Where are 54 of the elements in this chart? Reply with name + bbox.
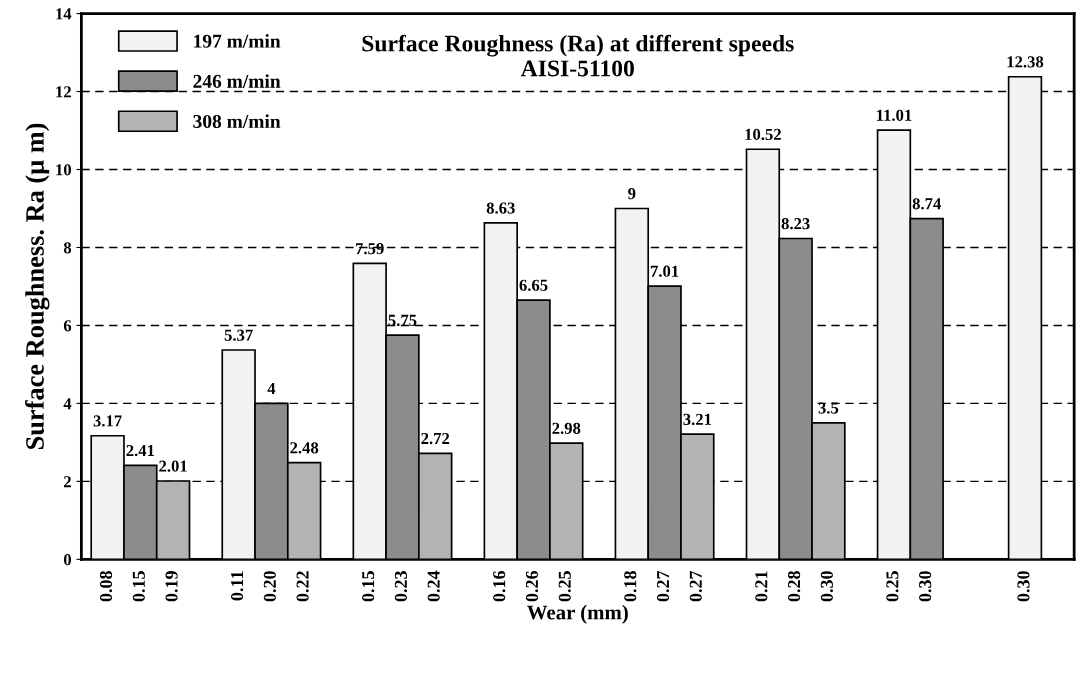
data-label: 8.23 <box>781 218 810 230</box>
x-tick-label: 0.30 <box>1017 571 1030 602</box>
x-tick-label: 0.20 <box>263 571 277 602</box>
x-tick-label: 0.30 <box>820 571 834 602</box>
x-tick-label: 0.19 <box>165 571 178 602</box>
x-tick-label: 0.27 <box>689 570 702 602</box>
data-label: 9 <box>628 188 636 200</box>
x-tick-label: 0.15 <box>132 571 145 602</box>
x-tick-label: 0.16 <box>493 570 506 602</box>
x-tick-label: 0.28 <box>787 571 801 602</box>
data-label: 3.21 <box>683 413 712 426</box>
data-label: 10.52 <box>745 128 781 141</box>
x-tick-label: 0.27 <box>656 570 670 602</box>
text: Surface Roughness (Ra) at different speeds AISI-51100 <box>362 34 794 77</box>
y-tick-label: 10 <box>56 164 72 176</box>
legend-label: 308 m/min <box>193 114 281 129</box>
data-label: 4 <box>267 383 276 395</box>
y-tick-label: 8 <box>63 242 72 254</box>
y-tick-label: 14 <box>56 8 72 20</box>
y-tick-label: 0 <box>63 554 72 566</box>
data-label: 8.74 <box>912 198 941 210</box>
x-tick-label: 0.24 <box>427 570 440 602</box>
data-label: 2.01 <box>159 460 187 472</box>
x-tick-label: 0.26 <box>525 570 539 602</box>
data-label: 7.01 <box>650 265 679 277</box>
data-label: 2.98 <box>552 422 581 435</box>
x-tick-label: 0.18 <box>624 571 637 602</box>
data-label: 2.48 <box>290 442 319 454</box>
data-label: 12.38 <box>1007 56 1044 68</box>
x-tick-label: 0.22 <box>296 571 309 602</box>
y-tick-label: 6 <box>63 320 72 332</box>
x-tick-label: 0.11 <box>230 571 244 601</box>
y-axis-title: Surface Roughness. Ra (μ m) <box>25 123 50 450</box>
x-tick-label: 0.23 <box>394 571 408 602</box>
y-tick-label: 4 <box>63 398 72 410</box>
x-tick-label: 0.25 <box>558 571 571 602</box>
x-tick-label: 0.21 <box>755 571 768 602</box>
legend-label: 197 m/min <box>194 34 281 48</box>
data-label: 6.65 <box>519 279 548 291</box>
x-tick-label: 0.25 <box>886 571 899 602</box>
data-label: 8.63 <box>486 202 515 214</box>
x-tick-label: 0.30 <box>919 571 932 602</box>
y-tick-label: 2 <box>64 476 71 488</box>
data-label: 7.59 <box>356 243 384 255</box>
x-tick-label: 0.08 <box>99 571 113 602</box>
data-label: 5.37 <box>224 329 253 341</box>
y-tick-label: 12 <box>56 86 71 98</box>
data-label: 2.41 <box>126 444 155 457</box>
data-label: 3.17 <box>93 415 122 427</box>
x-axis-title: Wear (mm) <box>527 604 628 624</box>
data-label: 2.72 <box>421 432 450 445</box>
data-label: 11.01 <box>876 109 912 121</box>
x-tick-label: 0.15 <box>362 571 375 602</box>
legend-label: 246 m/min <box>193 74 281 88</box>
